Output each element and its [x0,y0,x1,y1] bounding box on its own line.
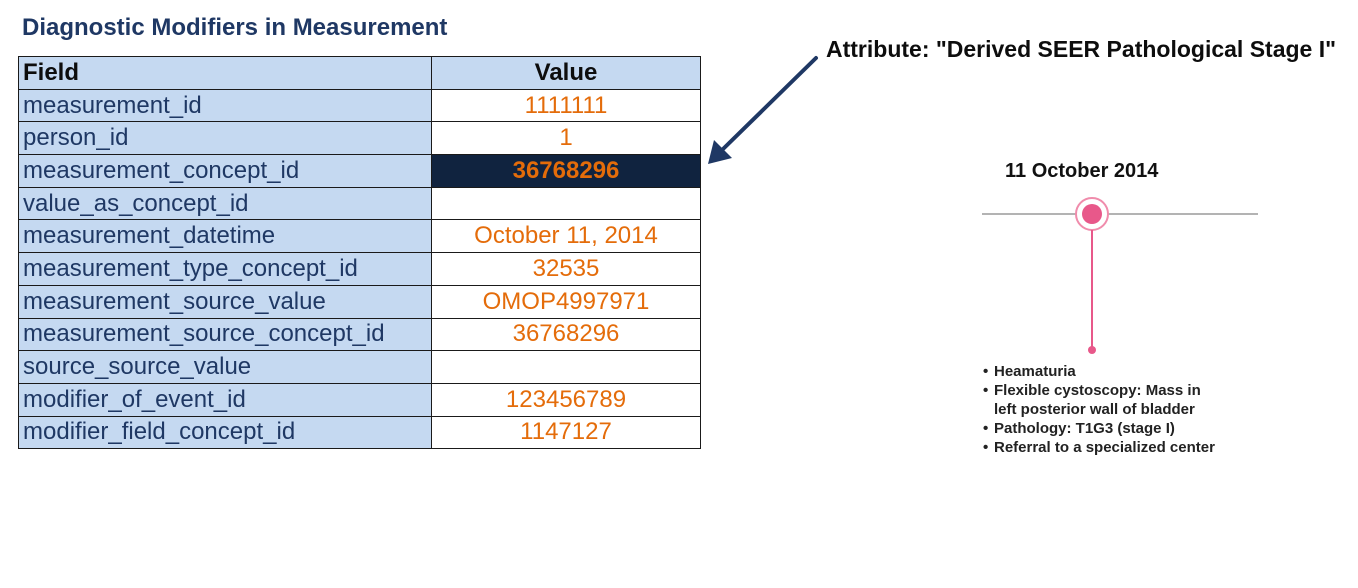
field-cell: measurement_type_concept_id [18,252,432,286]
value-cell: 36768296 [431,317,701,352]
field-column-header: Field [18,56,432,90]
value-cell: 1147127 [431,415,701,450]
list-item: Referral to a specialized center [982,438,1222,457]
table-row: measurement_source_concept_id 36768296 [18,317,701,352]
measurement-table: Field Value measurement_id 1111111 perso… [18,56,701,450]
timeline [982,197,1258,354]
value-cell: 1 [431,121,701,156]
value-cell: 32535 [431,252,701,286]
timeline-stem-dot-icon [1088,346,1096,354]
field-cell: modifier_of_event_id [18,382,432,417]
list-item: Heamaturia [982,362,1222,381]
field-cell: measurement_concept_id [18,154,432,188]
attribute-annotation: Attribute: "Derived SEER Pathological St… [826,36,1337,62]
value-column-header: Value [431,56,701,90]
table-row: measurement_concept_id 36768296 [18,154,701,188]
field-cell: measurement_source_concept_id [18,317,432,352]
value-cell: 1111111 [431,88,701,123]
highlighted-value-cell: 36768296 [431,154,701,188]
table-row: modifier_of_event_id 123456789 [18,382,701,417]
list-item: Flexible cystoscopy: Mass in left poster… [982,381,1222,419]
table-row: value_as_concept_id [18,186,701,221]
timeline-event-list: Heamaturia Flexible cystoscopy: Mass in … [982,362,1222,457]
timeline-date: 11 October 2014 [1005,160,1159,182]
table-row: modifier_field_concept_id 1147127 [18,415,701,450]
field-cell: modifier_field_concept_id [18,415,432,450]
value-cell [431,350,701,384]
field-cell: measurement_datetime [18,219,432,254]
timeline-marker-icon [1075,197,1109,231]
arrow-icon [708,56,818,164]
field-cell: measurement_source_value [18,284,432,319]
table-header-row: Field Value [18,56,701,90]
table-row: measurement_type_concept_id 32535 [18,252,701,286]
value-cell [431,186,701,221]
field-cell: value_as_concept_id [18,186,432,221]
field-cell: source_source_value [18,350,432,384]
value-cell: 123456789 [431,382,701,417]
value-cell: October 11, 2014 [431,219,701,254]
table-row: source_source_value [18,350,701,384]
field-cell: measurement_id [18,88,432,123]
value-cell: OMOP4997971 [431,284,701,319]
field-cell: person_id [18,121,432,156]
table-row: measurement_datetime October 11, 2014 [18,219,701,254]
table-row: person_id 1 [18,121,701,156]
table-row: measurement_source_value OMOP4997971 [18,284,701,319]
page-title: Diagnostic Modifiers in Measurement [22,14,448,41]
list-item: Pathology: T1G3 (stage I) [982,419,1222,438]
table-row: measurement_id 1111111 [18,88,701,123]
